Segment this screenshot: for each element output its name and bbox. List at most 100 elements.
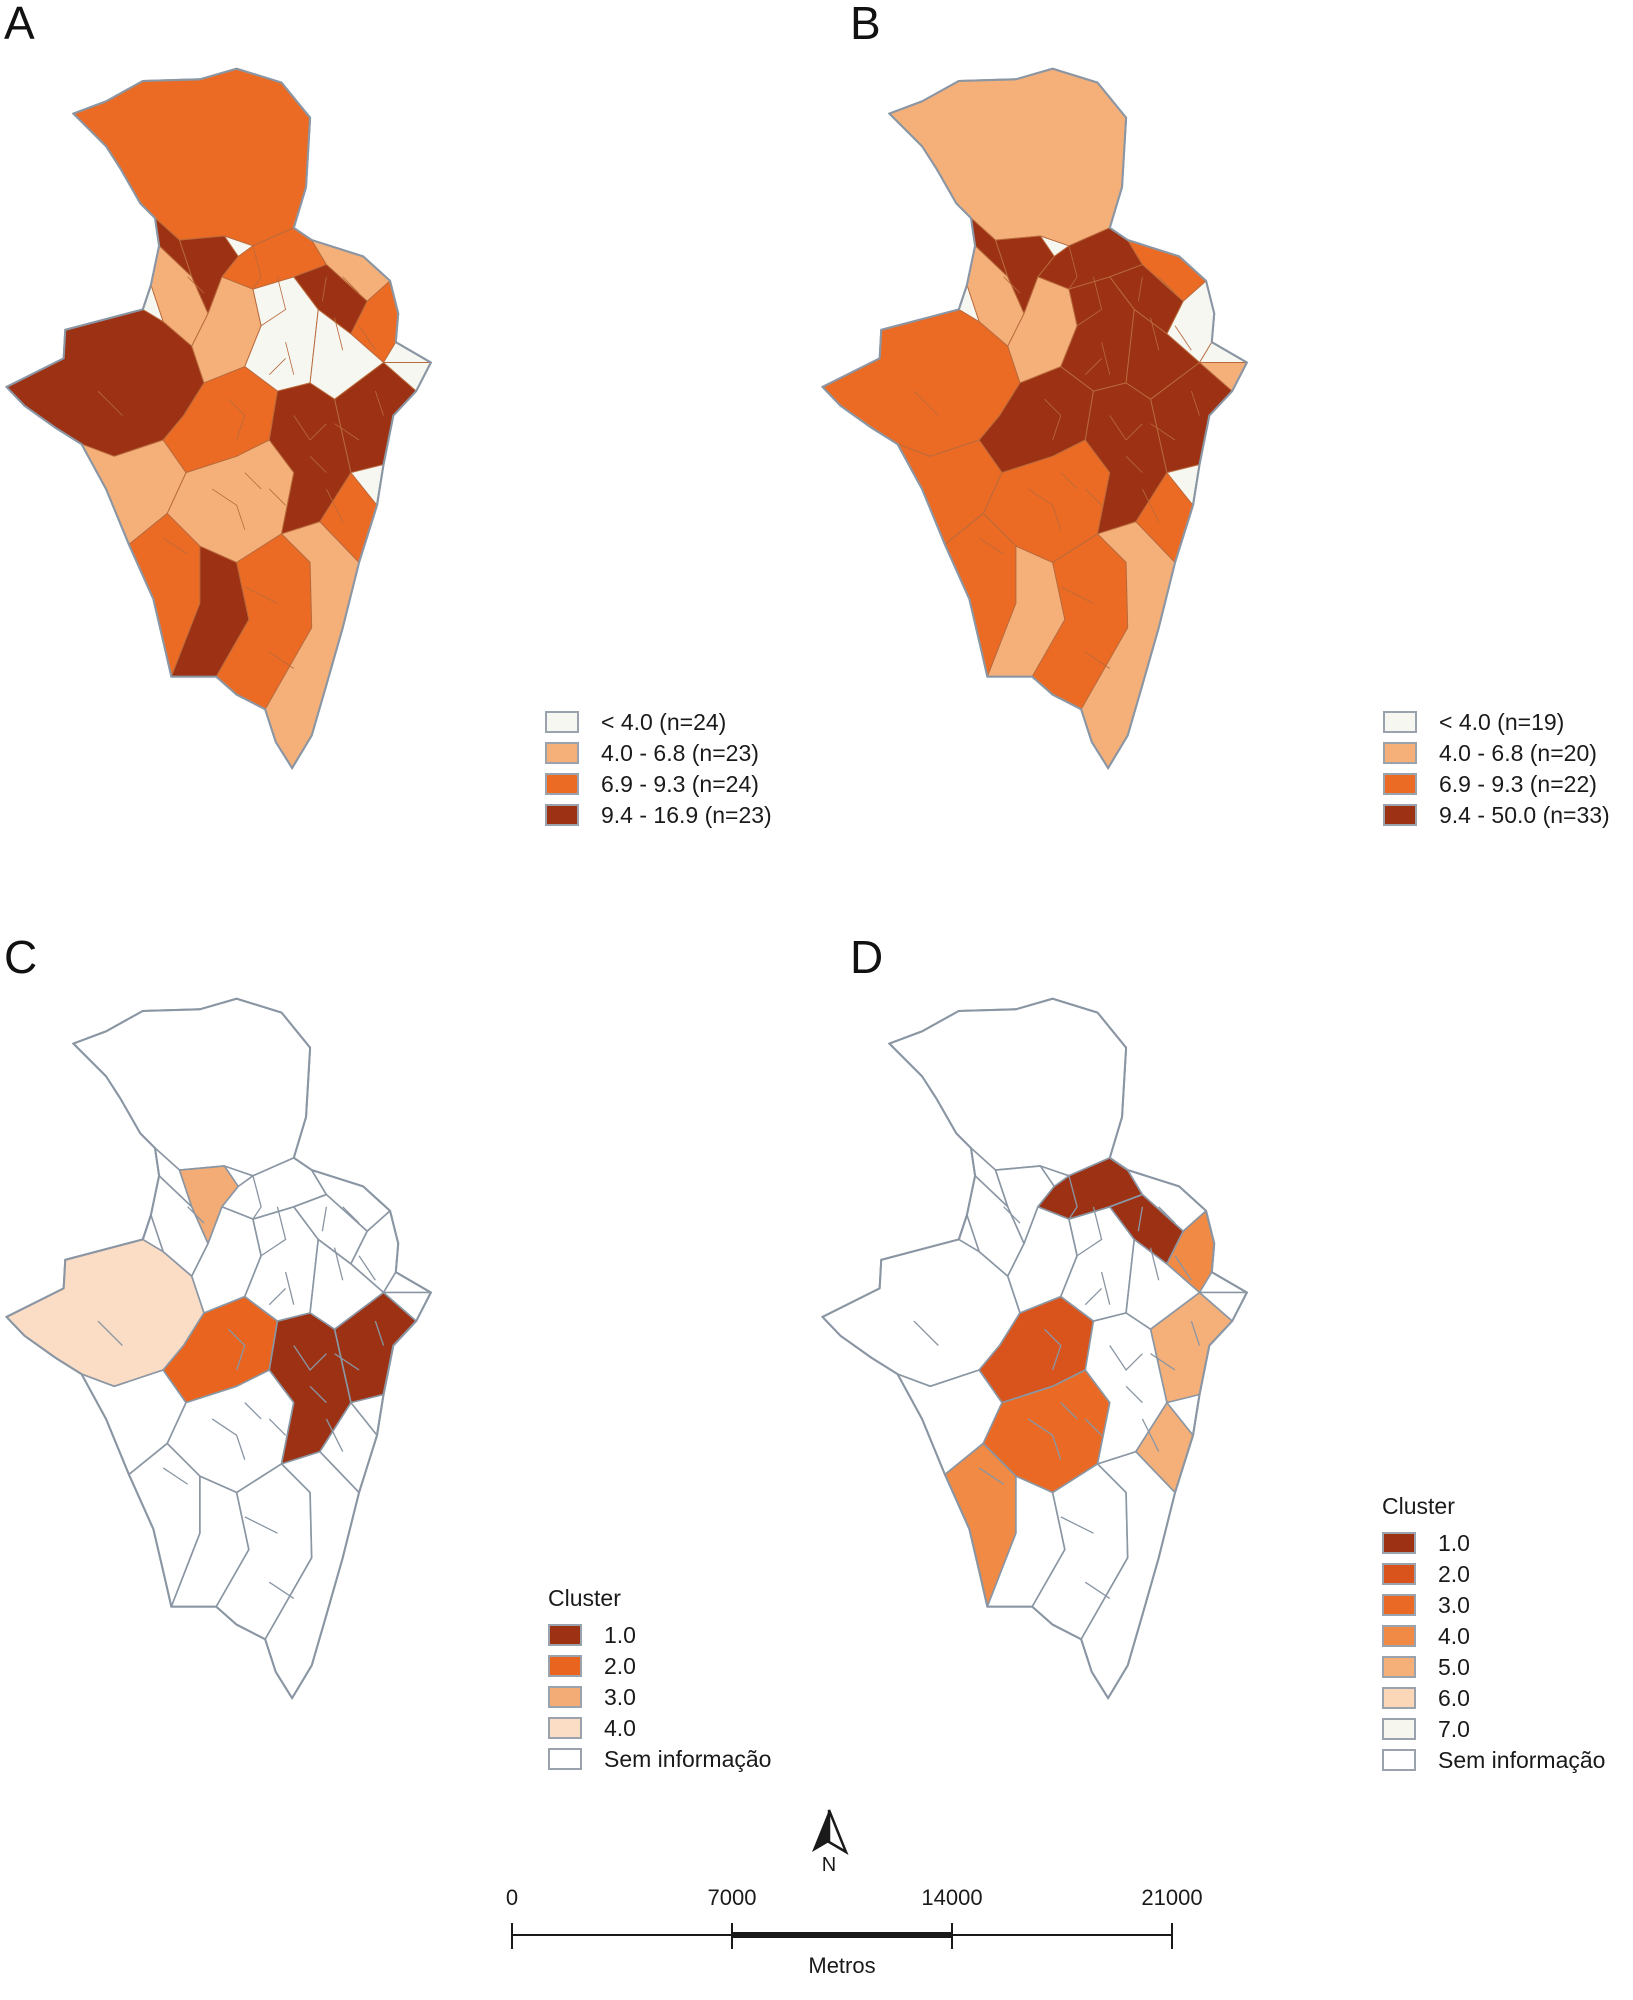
district-boundary [1076, 1206, 1103, 1257]
legend-label: 3.0 [604, 1683, 636, 1710]
district-boundary [268, 488, 286, 506]
scale-label-14000: 14000 [921, 1885, 983, 1910]
map-regions [820, 997, 1249, 1700]
legend-item: 6.9 - 9.3 (n=22) [1383, 770, 1597, 798]
district-boundary [97, 1320, 123, 1346]
district-boundary [1142, 488, 1160, 522]
legend-label: 1.0 [604, 1621, 636, 1648]
legend-swatch [1382, 1656, 1416, 1678]
district-boundary [1125, 1385, 1143, 1404]
legend-label: 6.9 - 9.3 (n=24) [601, 770, 759, 797]
legend-item: 9.4 - 50.0 (n=33) [1383, 801, 1610, 829]
district-boundary [358, 1255, 376, 1281]
district-boundary [1109, 1345, 1143, 1372]
district-north [72, 68, 311, 247]
legend-swatch [548, 1717, 582, 1739]
cluster-map-c [4, 997, 433, 1700]
map-panel-a: A < 4.0 (n=24) 4.0 - 6.8 (n=23) 6.9 - 9.… [0, 0, 816, 880]
district-boundary [162, 537, 188, 555]
district-boundary [211, 1418, 246, 1460]
legend-label: < 4.0 (n=24) [601, 708, 727, 735]
district-boundary [321, 276, 327, 302]
district-boundary [1150, 1353, 1176, 1371]
legend-swatch [1382, 1594, 1416, 1616]
legend-swatch [1382, 1625, 1416, 1647]
district-boundary [1027, 1418, 1062, 1460]
legend-c: Cluster 1.0 2.0 3.0 4.0 Sem informação [548, 1585, 798, 1815]
district-boundary [1003, 1206, 1021, 1224]
legend-b: < 4.0 (n=19) 4.0 - 6.8 (n=20) 6.9 - 9.3 … [1383, 708, 1633, 848]
district-boundary [325, 1418, 344, 1452]
cluster-map-d [820, 997, 1249, 1700]
legend-item: 3.0 [1382, 1591, 1470, 1619]
district-boundary [1150, 423, 1176, 441]
legend-label: 4.0 [1438, 1622, 1470, 1649]
legend-label: 1.0 [1438, 1529, 1470, 1556]
district-boundary [1149, 1247, 1160, 1281]
district-boundary [1068, 245, 1078, 290]
map-regions [4, 997, 433, 1700]
legend-label: 4.0 - 6.8 (n=20) [1439, 739, 1597, 766]
district-boundary [1060, 472, 1078, 490]
district-boundary [1085, 651, 1110, 669]
district-boundary [309, 456, 327, 473]
district-boundary [228, 398, 246, 441]
scale-label-7000: 7000 [707, 1885, 757, 1910]
district-boundary [1174, 325, 1192, 351]
district-boundary [162, 1467, 189, 1485]
study-area-border [821, 67, 1248, 770]
district-boundary [228, 1328, 246, 1371]
district-boundary [1109, 415, 1143, 441]
legend-swatch [548, 1655, 582, 1677]
district-boundary [1137, 1206, 1144, 1232]
district-boundary [1060, 1402, 1078, 1420]
district-boundary [1125, 456, 1143, 473]
legend-label: 9.4 - 16.9 (n=23) [601, 801, 772, 828]
legend-swatch [545, 773, 579, 795]
district-boundary [1174, 1255, 1192, 1281]
legend-label: 4.0 [604, 1714, 636, 1741]
legend-swatch [1382, 1687, 1416, 1709]
north-arrow-icon [812, 1809, 849, 1855]
district-boundary [244, 472, 262, 490]
district-boundary [268, 1287, 287, 1306]
legend-item: < 4.0 (n=19) [1383, 708, 1564, 736]
legend-item: 5.0 [1382, 1653, 1470, 1681]
district-boundary [1084, 1287, 1103, 1306]
legend-swatch [1382, 1563, 1416, 1585]
legend-item: 4.0 [548, 1714, 636, 1742]
district-boundary [309, 1385, 327, 1404]
district-boundary [1137, 276, 1143, 302]
district-boundary [334, 317, 344, 351]
choropleth-map-b [820, 67, 1249, 770]
legend-swatch [1382, 1749, 1416, 1771]
legend-d: Cluster 1.0 2.0 3.0 4.0 5.0 6.0 7.0 Sem … [1382, 1493, 1632, 1813]
scale-label-21000: 21000 [1141, 1885, 1203, 1910]
map-panel-c: C Cluster 1.0 2.0 3.0 4.0 Sem informação [0, 930, 816, 1810]
map-panel-d: D Cluster 1.0 2.0 3.0 4.0 5.0 6.0 7.0 Se… [816, 930, 1632, 1810]
legend-label: 2.0 [1438, 1560, 1470, 1587]
legend-item: 6.9 - 9.3 (n=24) [545, 770, 759, 798]
legend-swatch [1382, 1718, 1416, 1740]
district-boundary [1084, 488, 1102, 506]
district-ne5 [1125, 308, 1201, 400]
district-boundary [334, 423, 360, 441]
district-boundary [1076, 276, 1103, 327]
legend-item: Sem informação [1382, 1746, 1605, 1774]
legend-label: 6.0 [1438, 1684, 1470, 1711]
district-boundary [244, 1516, 278, 1534]
district-boundary [187, 1206, 205, 1224]
legend-title: Cluster [548, 1585, 621, 1611]
legend-label: Sem informação [604, 1745, 772, 1772]
legend-label: Sem informação [1438, 1746, 1606, 1773]
district-boundary [269, 651, 294, 669]
legend-swatch [545, 711, 579, 733]
district-boundary [342, 276, 360, 294]
district-boundary [285, 341, 295, 375]
district-boundary [244, 1402, 262, 1420]
panel-label-d: D [850, 931, 884, 983]
district-boundary [244, 586, 278, 604]
legend-label: 5.0 [1438, 1653, 1470, 1680]
district-boundary [978, 1467, 1005, 1485]
scale-unit-label: Metros [808, 1953, 876, 1978]
